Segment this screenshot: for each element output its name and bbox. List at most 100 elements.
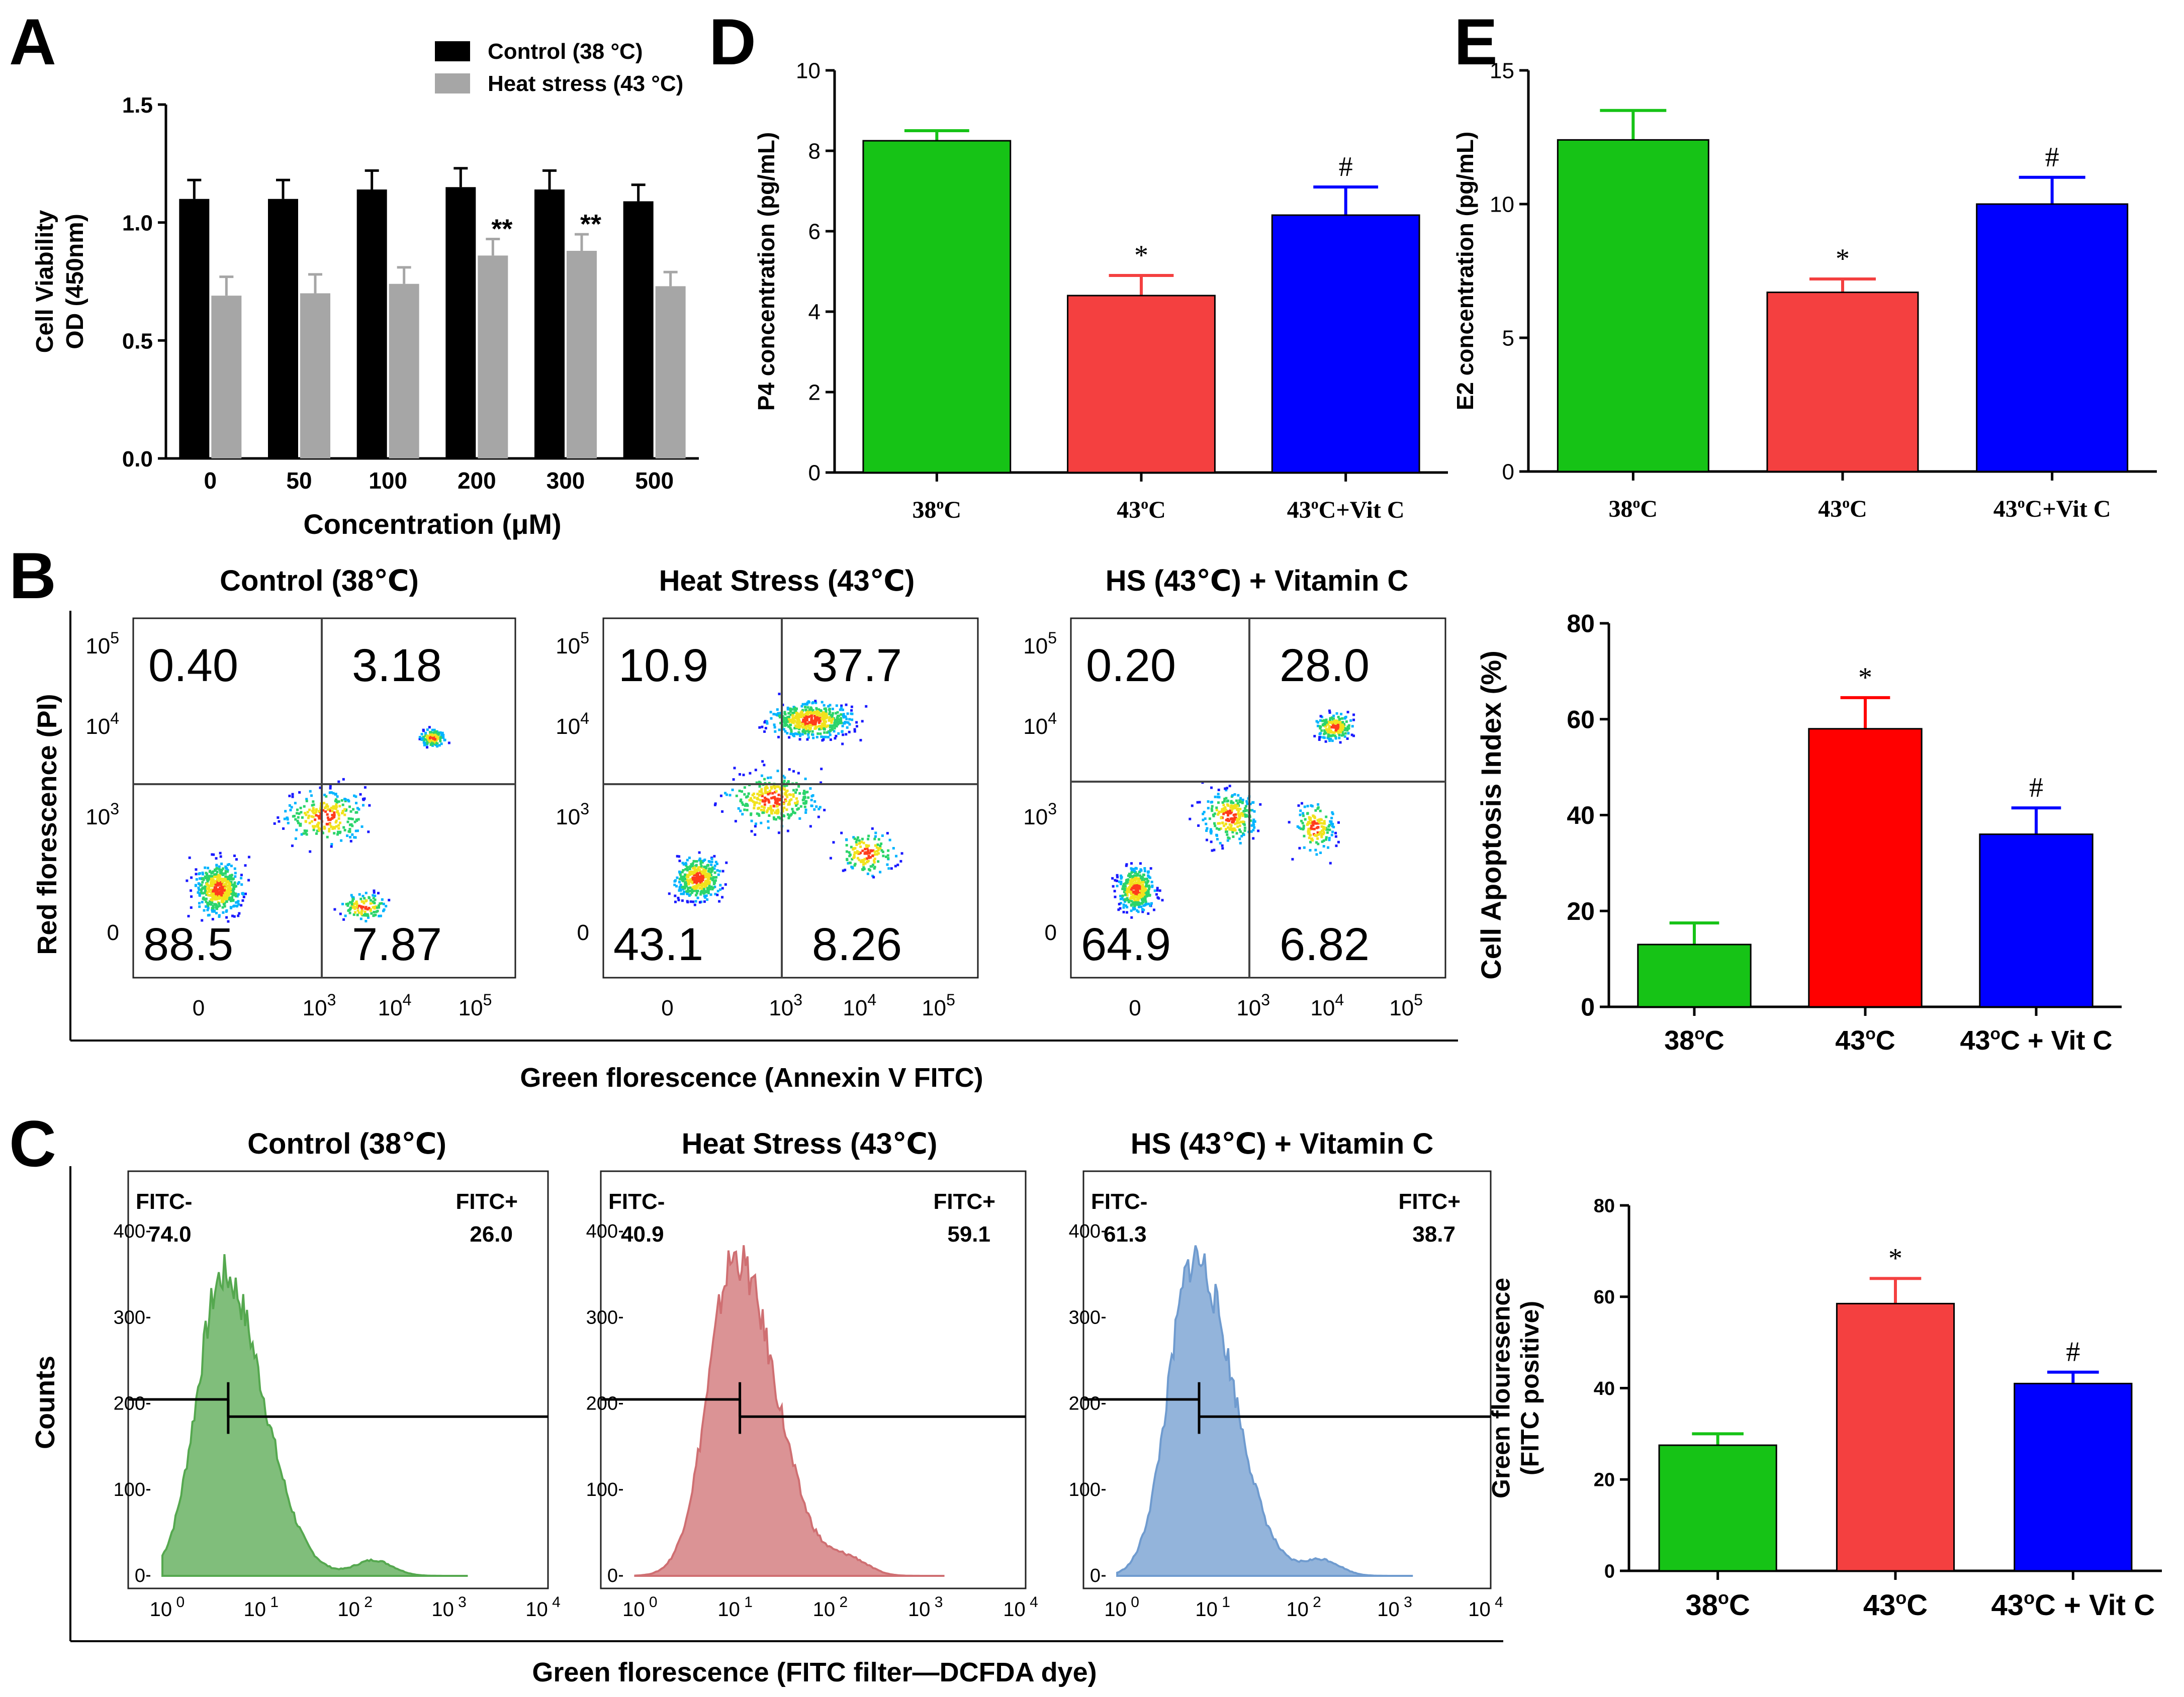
chart-a-legend-label: Heat stress (43 °C) bbox=[488, 71, 683, 96]
flow-event bbox=[373, 907, 376, 910]
flow-event bbox=[810, 804, 813, 807]
flow-event bbox=[333, 811, 336, 814]
flow-event bbox=[1132, 870, 1135, 873]
flow-event bbox=[744, 804, 747, 807]
flow-event bbox=[1143, 867, 1146, 870]
flow-event bbox=[1352, 734, 1355, 737]
flow-event bbox=[201, 871, 204, 874]
flow-event bbox=[338, 805, 341, 808]
flow-event bbox=[300, 811, 303, 814]
flow-event bbox=[1141, 899, 1144, 902]
flow-event bbox=[785, 721, 788, 724]
flow-event bbox=[1344, 727, 1347, 730]
flow-event bbox=[218, 874, 221, 877]
flow-event bbox=[862, 859, 865, 862]
flow-event bbox=[1313, 815, 1316, 818]
flow-event bbox=[213, 894, 216, 897]
flow-event bbox=[240, 877, 243, 880]
flow-event bbox=[858, 839, 861, 842]
chart-a-category-label: 300 bbox=[547, 467, 585, 494]
flow-event bbox=[447, 741, 450, 744]
flow-event bbox=[1309, 840, 1312, 843]
flow-event bbox=[215, 857, 218, 860]
flow-event bbox=[1223, 800, 1226, 803]
flow-event bbox=[759, 793, 762, 796]
flow-event bbox=[777, 712, 780, 715]
flow-event bbox=[1129, 876, 1132, 879]
flow-event bbox=[333, 826, 336, 829]
flow-event bbox=[825, 710, 828, 713]
flow-event bbox=[1231, 821, 1234, 824]
flow-event bbox=[308, 814, 311, 817]
chart-b-bar-significance-label: * bbox=[1858, 662, 1872, 693]
chart-d-ytick-label: 0 bbox=[808, 460, 821, 485]
flow-event bbox=[1339, 723, 1342, 726]
flow-event bbox=[697, 866, 700, 869]
flow-event bbox=[205, 893, 208, 896]
flow-event bbox=[1226, 818, 1229, 821]
flow-event bbox=[1130, 877, 1133, 880]
flow-event bbox=[786, 732, 789, 735]
flow-event bbox=[789, 710, 792, 713]
flow-event bbox=[1236, 820, 1239, 823]
flow-event bbox=[1135, 882, 1138, 885]
flow-event bbox=[429, 731, 432, 734]
flow-event bbox=[1130, 916, 1133, 919]
flow-event bbox=[205, 897, 208, 900]
flow-event bbox=[1319, 732, 1322, 735]
flow-event bbox=[1328, 838, 1331, 841]
flow-event bbox=[711, 866, 714, 869]
flow-event bbox=[774, 800, 777, 803]
flow-event bbox=[207, 914, 210, 917]
flow-event bbox=[207, 905, 210, 908]
flow-ytick-label: 103 bbox=[85, 800, 119, 829]
flow-event bbox=[1347, 724, 1350, 727]
flow-event bbox=[805, 724, 808, 727]
chart-c-bar-ylabel: (FITC positive) bbox=[1516, 1301, 1544, 1475]
flow-event bbox=[813, 720, 816, 723]
flow-event bbox=[774, 791, 777, 794]
flow-event bbox=[881, 834, 884, 837]
flow-event bbox=[1211, 809, 1214, 812]
flow-event bbox=[868, 852, 871, 855]
flow-event bbox=[873, 867, 876, 870]
flow-event bbox=[807, 701, 810, 704]
flow-event bbox=[811, 724, 814, 727]
flow-event bbox=[356, 829, 359, 832]
flow-event bbox=[788, 799, 791, 802]
flow-event bbox=[885, 855, 888, 858]
flow-event bbox=[247, 856, 250, 859]
flow-event bbox=[209, 870, 212, 873]
flow-event bbox=[282, 827, 285, 830]
flow-event bbox=[1230, 804, 1233, 807]
flow-event bbox=[225, 895, 228, 898]
flow-event bbox=[233, 881, 236, 884]
flow-event bbox=[1225, 809, 1228, 812]
flow-event bbox=[861, 720, 864, 723]
flow-event bbox=[874, 831, 877, 834]
flow-plot-title: Heat Stress (43℃) bbox=[659, 564, 915, 597]
flow-event bbox=[307, 816, 310, 819]
flow-event bbox=[829, 711, 832, 714]
flow-event bbox=[204, 877, 207, 880]
flow-event bbox=[678, 881, 681, 884]
flow-event bbox=[1130, 886, 1133, 889]
flow-event bbox=[224, 883, 227, 886]
flow-event bbox=[221, 906, 224, 909]
flow-event bbox=[1141, 889, 1144, 892]
flow-event bbox=[811, 701, 814, 704]
flow-event bbox=[329, 785, 332, 788]
flow-event bbox=[1327, 722, 1330, 725]
chart-e-ytick-label: 5 bbox=[1502, 326, 1514, 350]
flow-event bbox=[206, 887, 209, 890]
flow-event bbox=[1249, 819, 1252, 822]
flow-event bbox=[1119, 874, 1122, 877]
flow-event bbox=[1126, 911, 1129, 914]
flow-event bbox=[777, 785, 780, 788]
flow-event bbox=[755, 801, 758, 804]
flow-event bbox=[716, 893, 719, 896]
flow-event bbox=[1206, 827, 1209, 830]
flow-event bbox=[731, 788, 734, 791]
flow-event bbox=[831, 707, 834, 710]
flow-event bbox=[769, 776, 772, 779]
